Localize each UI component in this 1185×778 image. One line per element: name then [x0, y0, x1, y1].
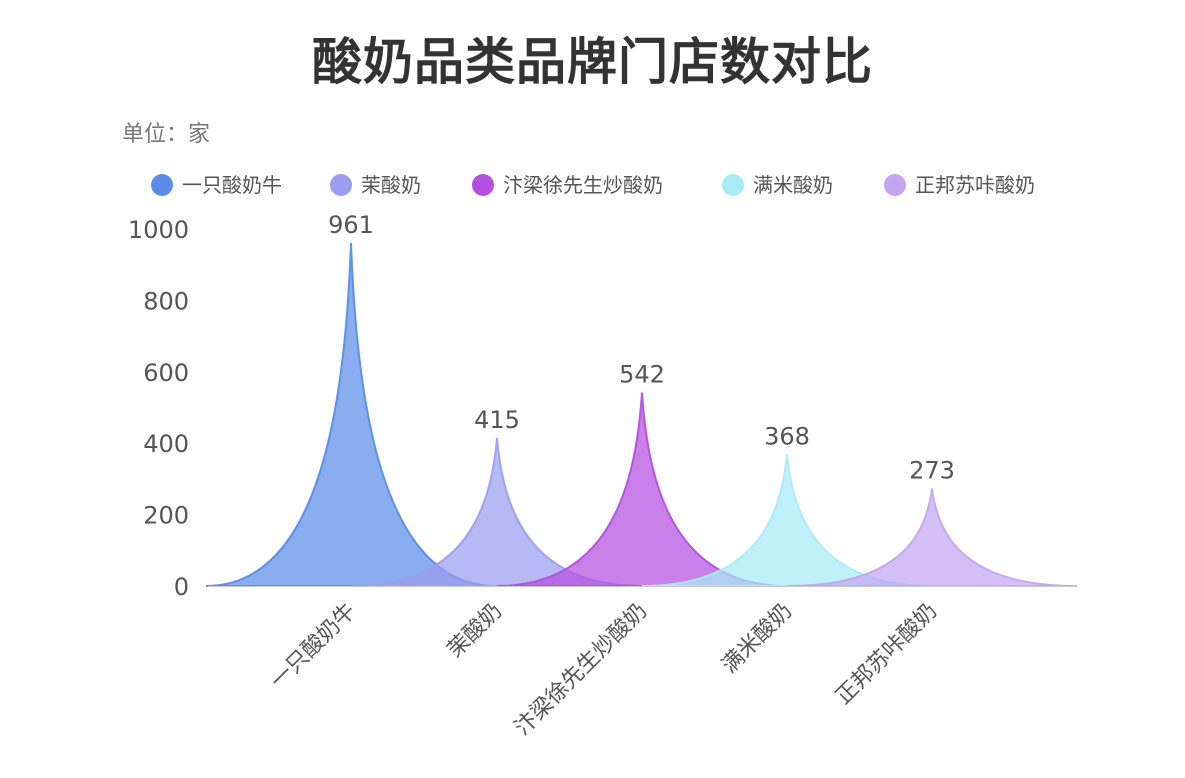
- legend-marker: [472, 174, 494, 196]
- data-label: 415: [474, 406, 520, 434]
- x-tick-label: 满米酸奶: [717, 599, 797, 679]
- peak-area: [496, 392, 788, 587]
- legend-marker: [884, 174, 906, 196]
- x-tick-label: 汴梁徐先生炒酸奶: [510, 599, 652, 741]
- unit-label: 单位：家: [122, 122, 211, 147]
- data-label: 273: [909, 457, 955, 485]
- data-labels: 961 415 542 368 273: [328, 211, 955, 485]
- y-tick-label: 800: [143, 287, 189, 315]
- y-tick-label: 1000: [128, 216, 189, 244]
- legend-label: 茉酸奶: [361, 173, 421, 197]
- y-tick-label: 600: [143, 359, 189, 387]
- series-areas: [205, 242, 1078, 587]
- legend-marker: [330, 174, 352, 196]
- peak-area: [786, 488, 1078, 587]
- y-tick-label: 0: [174, 573, 189, 601]
- x-tick-label: 正邦苏咔酸奶: [831, 599, 942, 710]
- x-tick-label: 一只酸奶牛: [266, 599, 361, 694]
- legend-label: 汴梁徐先生炒酸奶: [503, 173, 663, 197]
- legend: 一只酸奶牛 茉酸奶 汴梁徐先生炒酸奶 满米酸奶 正邦苏咔酸奶: [151, 173, 1035, 197]
- legend-label: 一只酸奶牛: [182, 173, 282, 197]
- data-label: 368: [764, 423, 810, 451]
- chart-title: 酸奶品类品牌门店数对比: [312, 33, 873, 91]
- data-label: 961: [328, 211, 374, 239]
- legend-label: 满米酸奶: [753, 173, 833, 197]
- legend-marker: [151, 174, 173, 196]
- y-tick-label: 200: [143, 502, 189, 530]
- x-tick-labels: 一只酸奶牛 茉酸奶 汴梁徐先生炒酸奶 满米酸奶 正邦苏咔酸奶: [266, 599, 942, 741]
- legend-label: 正邦苏咔酸奶: [915, 173, 1035, 197]
- legend-marker: [722, 174, 744, 196]
- data-label: 542: [619, 361, 665, 389]
- y-tick-label: 400: [143, 430, 189, 458]
- x-tick-label: 茉酸奶: [443, 599, 507, 663]
- peak-area: [641, 454, 933, 587]
- peak-area: [205, 242, 497, 587]
- y-axis: 0 200 400 600 800 1000: [128, 216, 189, 601]
